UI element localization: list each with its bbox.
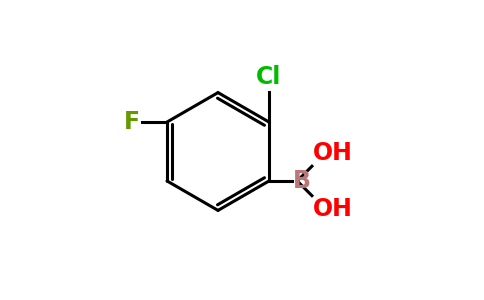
Text: Cl: Cl [257, 65, 282, 89]
Text: OH: OH [313, 141, 353, 165]
Text: OH: OH [313, 197, 353, 221]
Text: F: F [123, 110, 140, 134]
Text: B: B [293, 169, 311, 193]
